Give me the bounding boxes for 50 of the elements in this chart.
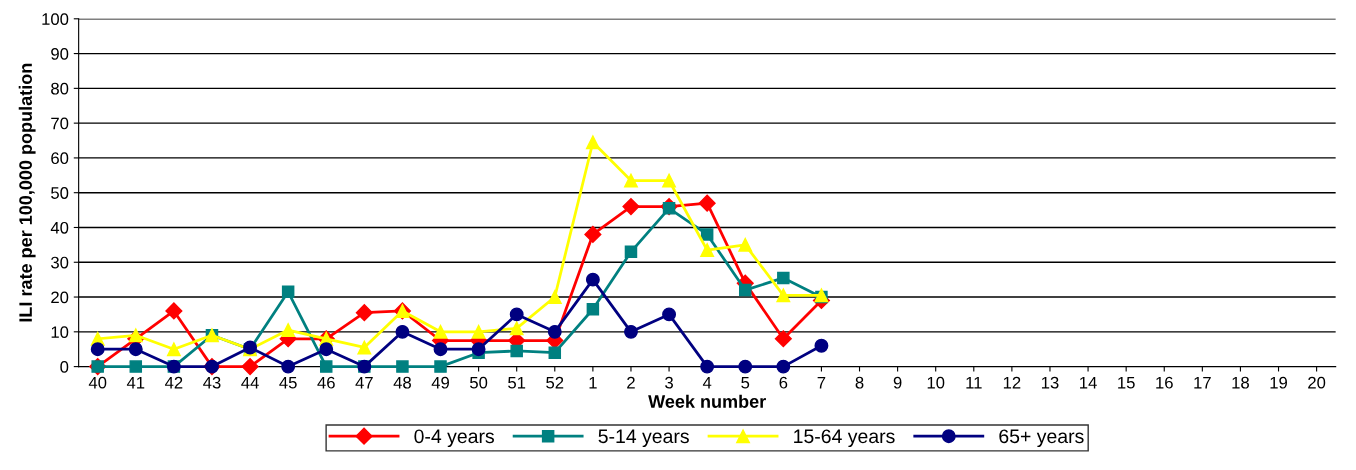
y-tick-label: 40 [50, 221, 69, 234]
x-tick-label: 3 [665, 376, 673, 389]
x-tick-label: 19 [1270, 376, 1287, 389]
x-tick-label: 20 [1308, 376, 1326, 389]
y-axis-title: ILI rate per 100,000 population [18, 63, 36, 322]
x-tick-label: 5 [741, 376, 750, 389]
y-tick-label: 100 [42, 13, 69, 25]
x-tick-label: 40 [88, 376, 107, 389]
x-tick-label: 46 [317, 376, 335, 389]
x-tick-label: 49 [431, 376, 449, 389]
y-tick-label: 70 [51, 117, 69, 130]
x-tick-label: 41 [126, 376, 145, 389]
y-tick-label: 80 [51, 82, 69, 95]
x-tick-label: 4 [702, 376, 712, 389]
y-tick-label: 30 [51, 256, 69, 269]
x-tick-label: 1 [589, 376, 597, 389]
x-axis-title: Week number [648, 394, 766, 408]
x-tick-label: 16 [1156, 376, 1173, 389]
x-tick-label: 12 [1003, 376, 1021, 389]
legend-label: 65+ years [999, 429, 1084, 448]
y-tick-label: 10 [51, 326, 69, 339]
x-tick-label: 47 [355, 376, 373, 389]
x-tick-label: 18 [1232, 376, 1249, 389]
x-tick-label: 6 [779, 376, 788, 389]
x-tick-label: 10 [927, 376, 945, 389]
x-tick-label: 15 [1118, 376, 1135, 389]
x-tick-label: 2 [627, 376, 635, 389]
x-tick-label: 45 [279, 376, 297, 389]
x-tick-label: 42 [164, 376, 183, 389]
x-tick-label: 7 [817, 376, 826, 389]
legend-label: 0-4 years [414, 429, 494, 448]
x-tick-label: 48 [393, 376, 411, 389]
y-tick-label: 90 [51, 47, 69, 60]
x-tick-label: 50 [470, 376, 488, 389]
x-tick-label: 13 [1041, 376, 1059, 389]
legend-label: 5-14 years [598, 429, 689, 448]
x-tick-label: 8 [855, 376, 864, 389]
y-tick-label: 60 [51, 152, 69, 165]
x-tick-label: 17 [1194, 376, 1211, 389]
x-tick-label: 44 [241, 376, 259, 389]
x-tick-label: 11 [966, 376, 982, 389]
x-tick-label: 52 [546, 376, 564, 389]
x-tick-label: 51 [508, 376, 526, 389]
legend-label: 15-64 years [794, 429, 895, 448]
y-tick-label: 0 [60, 361, 69, 373]
x-tick-label: 9 [893, 376, 902, 389]
y-tick-label: 20 [51, 291, 69, 304]
x-tick-label: 14 [1080, 376, 1097, 389]
y-tick-label: 50 [51, 187, 69, 199]
x-tick-label: 43 [203, 376, 221, 389]
